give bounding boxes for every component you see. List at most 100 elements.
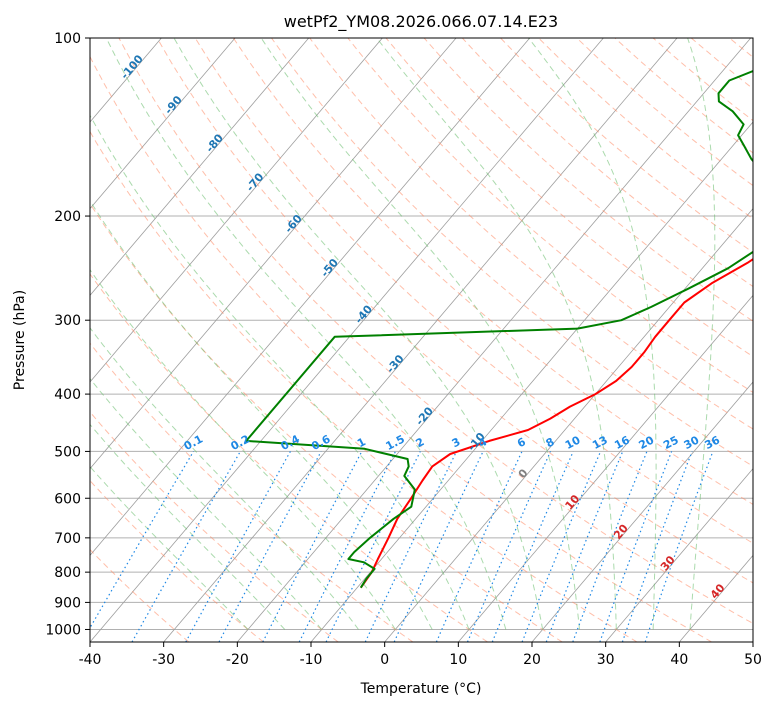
- dry-adiabat-line: [271, 38, 753, 467]
- mixing-ratio-line: [218, 451, 322, 642]
- isotherm-line: [90, 38, 457, 470]
- mixing-ratio-line: [90, 451, 195, 629]
- mixing-ratio-label: 3: [450, 435, 463, 450]
- isotherm-line: [90, 38, 604, 642]
- x-tick-label: 50: [744, 652, 762, 668]
- isotherm-line: [90, 38, 383, 383]
- mixing-ratio-line: [521, 451, 602, 642]
- moist-adiabat-line: [376, 38, 617, 630]
- x-tick-label: 10: [449, 652, 467, 668]
- y-tick-label: 100: [54, 31, 81, 47]
- dry-adiabat-line: [90, 411, 339, 642]
- sounding-profiles: [245, 69, 753, 589]
- isotherm-label: 10: [563, 492, 583, 512]
- moist-adiabat-line: [90, 465, 249, 630]
- moist-adiabat-line: [528, 38, 657, 630]
- x-tick-label: 20: [523, 652, 541, 668]
- y-tick-label: 600: [54, 491, 81, 507]
- isotherm-label: -80: [203, 131, 226, 155]
- mixing-ratio-line: [466, 451, 552, 642]
- dry-adiabat-line: [90, 548, 190, 642]
- mixing-ratio-label: 2: [414, 435, 427, 450]
- x-tick-label: -30: [152, 652, 175, 668]
- mixing-ratio-line: [545, 451, 624, 642]
- mixing-ratio-line: [572, 451, 648, 642]
- dry-adiabat-line: [118, 38, 753, 625]
- isotherm-line: [237, 38, 752, 642]
- isotherm-label: -70: [244, 170, 267, 194]
- isotherm-label: 20: [611, 522, 631, 542]
- mixing-ratio-label: 8: [544, 435, 557, 450]
- mixing-ratio-line: [185, 451, 291, 642]
- moist-adiabat-line: [90, 377, 323, 630]
- dry-adiabat-line: [194, 38, 753, 544]
- x-axis-title: Temperature (°C): [360, 681, 482, 697]
- dry-adiabat-line: [90, 130, 638, 642]
- isotherm-line: [163, 38, 678, 642]
- moist-adiabat-line: [90, 199, 433, 630]
- isotherm-label: -100: [118, 52, 146, 82]
- moist-adiabat-line: [90, 268, 396, 630]
- mixing-ratio-label: 13: [590, 433, 610, 452]
- chart-title: wetPf2_YM08.2026.066.07.14.E23: [284, 12, 558, 32]
- y-tick-label: 700: [54, 531, 81, 547]
- y-tick-label: 300: [54, 313, 81, 329]
- mixing-ratio-line: [262, 451, 363, 642]
- mixing-ratio-line: [364, 451, 458, 642]
- dry-adiabat-line: [538, 38, 753, 220]
- moist-adiabat-line: [90, 114, 470, 630]
- dry-adiabat-line: [461, 38, 753, 288]
- y-tick-label: 500: [54, 444, 81, 460]
- isotherm-line: [90, 38, 236, 210]
- mixing-ratio-label: 0.2: [229, 432, 252, 453]
- y-tick-label: 900: [54, 595, 81, 611]
- isotherm-line: [90, 38, 310, 296]
- isotherm-line: [90, 38, 531, 556]
- isotherm-line: [605, 468, 753, 642]
- moist-adiabat-line: [173, 38, 544, 630]
- temperature-profile-line: [359, 257, 753, 589]
- dewpoint-profile-line: [245, 69, 753, 589]
- mixing-ratio-line: [621, 451, 693, 642]
- mixing-ratio-label: 10: [563, 433, 583, 452]
- moist-adiabat-line: [90, 423, 286, 630]
- y-tick-label: 400: [54, 387, 81, 403]
- mixing-ratio-line: [131, 451, 241, 642]
- isotherm-label: -40: [352, 302, 375, 326]
- dry-adiabat-line: [768, 38, 775, 642]
- x-tick-label: 0: [380, 652, 389, 668]
- mixing-ratio-label: 0.1: [182, 432, 205, 453]
- dry-adiabat-line: [90, 202, 563, 642]
- mixing-ratio-line: [325, 451, 421, 642]
- x-tick-label: -40: [79, 652, 102, 668]
- mixing-ratio-label: 25: [661, 433, 681, 452]
- isotherm-label: -30: [384, 352, 407, 376]
- axis-ticks: -40 -30 -20 -10 0 10 20 30 40 5010009008007006005…: [45, 31, 762, 668]
- moist-adiabat-line: [260, 38, 580, 630]
- isotherm-line: [752, 641, 753, 642]
- dry-adiabat-line: [500, 38, 753, 254]
- isotherm-line: [531, 381, 753, 642]
- dry-adiabat-line: [614, 38, 753, 154]
- mixing-ratio-label: 20: [637, 433, 657, 452]
- y-tick-label: 800: [54, 565, 81, 581]
- dry-adiabat-line: [156, 38, 753, 584]
- x-tick-label: -20: [226, 652, 249, 668]
- isotherm-label: -60: [282, 212, 305, 236]
- dry-adiabat-line: [90, 273, 488, 642]
- dry-adiabat-line: [652, 38, 753, 122]
- dry-adiabat-line: [90, 479, 264, 642]
- dry-adiabat-line: [309, 38, 753, 430]
- y-tick-label: 1000: [45, 622, 81, 638]
- mixing-ratio-line: [599, 451, 673, 642]
- mixing-ratio-label: 6: [515, 435, 528, 450]
- isotherm-label: 40: [708, 581, 728, 601]
- dry-adiabat-line: [729, 38, 753, 58]
- mixing-ratio-line: [644, 451, 714, 642]
- mixing-ratio-label: 0.6: [309, 432, 333, 453]
- mixing-ratio-line: [435, 451, 523, 642]
- mixing-ratio-label: 16: [612, 433, 632, 452]
- dry-adiabat-line: [347, 38, 753, 394]
- isotherm-line: [679, 554, 753, 642]
